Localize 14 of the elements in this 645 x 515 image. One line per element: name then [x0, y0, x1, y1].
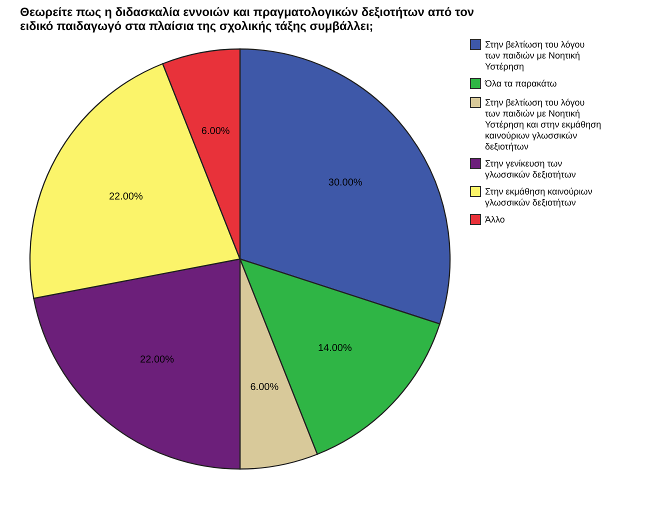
data-label: 6.00%: [250, 382, 279, 393]
legend-label: Στην βελτίωση του λόγου των παιδιών με Νοητική Υστέρηση: [485, 40, 585, 72]
text: Θεωρείτε πως η διδασκαλία εννοιών και πραγματολογικών δεξιοτήτων από τον: [20, 5, 474, 19]
legend-label: Στην βελτίωση του λόγου των παιδιών με Νοητική Υστέρηση και στην εκμάθηση καινούριων γλωσσικών δεξιοτήτων: [485, 98, 602, 152]
text: ειδικό παιδαγωγό στα πλαίσια της σχολικής τάξης συμβάλλει;: [20, 19, 374, 33]
data-label: 14.00%: [318, 343, 352, 354]
legend-label: Στην γενίκευση των γλωσσικών δεξιοτήτων: [485, 158, 576, 180]
legend-label: Όλα τα παρακάτω: [484, 78, 557, 88]
legend-label: Στην εκμάθηση καινούριων γλωσσικών δεξιοτήτων: [485, 186, 593, 208]
data-label: 6.00%: [201, 126, 230, 138]
legend-label: Άλλο: [485, 214, 505, 224]
data-label: 22.00%: [108, 191, 143, 202]
data-label: 30.00%: [328, 177, 362, 188]
data-label: 22.00%: [140, 354, 174, 366]
